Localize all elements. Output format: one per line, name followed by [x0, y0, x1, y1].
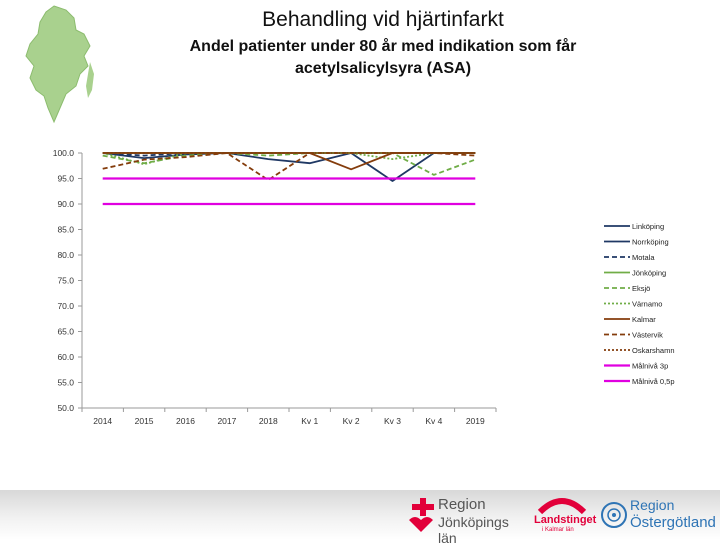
x-tick-label: 2018	[259, 416, 278, 426]
y-tick-label: 90.0	[57, 199, 74, 209]
x-tick-label: Kv 2	[343, 416, 360, 426]
y-tick-label: 95.0	[57, 174, 74, 184]
legend-label-m-lniv-3p: Målnivå 3p	[632, 362, 668, 371]
legend-label-j-nk-ping: Jönköping	[632, 269, 666, 278]
y-tick-label: 80.0	[57, 250, 74, 260]
x-tick-label: Kv 1	[301, 416, 318, 426]
region-jonkoping-logo: Region Jönköpings län	[404, 490, 524, 546]
legend-label-kalmar: Kalmar	[632, 315, 656, 324]
legend-label-v-stervik: Västervik	[632, 331, 663, 340]
page-title: Behandling vid hjärtinfarkt	[262, 8, 504, 31]
y-tick-label: 60.0	[57, 352, 74, 362]
legend-label-m-lniv-0-5p: Målnivå 0,5p	[632, 377, 675, 386]
legend-label-link-ping: Linköping	[632, 222, 664, 231]
line-chart: 100.0 95.0 90.0 85.0 80.0 75.0 70.0 65.0 60.0 55.…	[53, 148, 675, 426]
y-tick-label: 70.0	[57, 301, 74, 311]
logo-ostergotland-line1: Region	[630, 497, 675, 513]
x-tick-label: Kv 4	[425, 416, 442, 426]
logo-jonkoping-line1: Region	[438, 496, 486, 513]
logo-ostergotland-line2: Östergötland	[630, 514, 716, 531]
x-tick-label: 2015	[135, 416, 154, 426]
legend-label-eksj-: Eksjö	[632, 284, 650, 293]
y-tick-label: 65.0	[57, 327, 74, 337]
legend-label-norrk-ping: Norrköping	[632, 238, 669, 247]
y-tick-label: 100.0	[53, 148, 75, 158]
region-map-icon	[25, 5, 94, 124]
x-tick-label: 2014	[93, 416, 112, 426]
landstinget-kalmar-logo: Landstinget i Kalmar län	[532, 490, 596, 540]
x-tick-label: 2016	[176, 416, 195, 426]
logo-kalmar-line1: Landstinget	[534, 514, 597, 526]
page-subtitle: Andel patienter under 80 år med indikati…	[189, 38, 577, 77]
logo-jonkoping-line2: Jönköpings län	[438, 514, 509, 546]
series-line-eksj-	[102, 152, 476, 176]
legend-label-v-rnamo: Värnamo	[632, 300, 662, 309]
y-tick-label: 50.0	[57, 403, 74, 413]
kalmar-arc-icon	[537, 498, 587, 515]
footer-bar: Region Jönköpings län Landstinget i Kalm…	[0, 490, 720, 546]
logo-kalmar-line2: i Kalmar län	[542, 527, 574, 533]
series-line-link-ping	[102, 152, 476, 182]
legend-label-motala: Motala	[632, 253, 655, 262]
series-line-kalmar	[102, 152, 476, 171]
region-ostergotland-logo: Region Östergötland	[600, 490, 720, 540]
y-tick-label: 75.0	[57, 276, 74, 286]
x-tick-label: Kv 3	[384, 416, 401, 426]
legend-label-oskarshamn: Oskarshamn	[632, 346, 675, 355]
x-tick-label: 2017	[217, 416, 236, 426]
y-tick-label: 85.0	[57, 225, 74, 235]
ostergotland-crest-icon	[601, 502, 627, 528]
heart-cross-icon	[409, 498, 434, 532]
x-tick-label: 2019	[466, 416, 485, 426]
y-tick-label: 55.0	[57, 378, 74, 388]
